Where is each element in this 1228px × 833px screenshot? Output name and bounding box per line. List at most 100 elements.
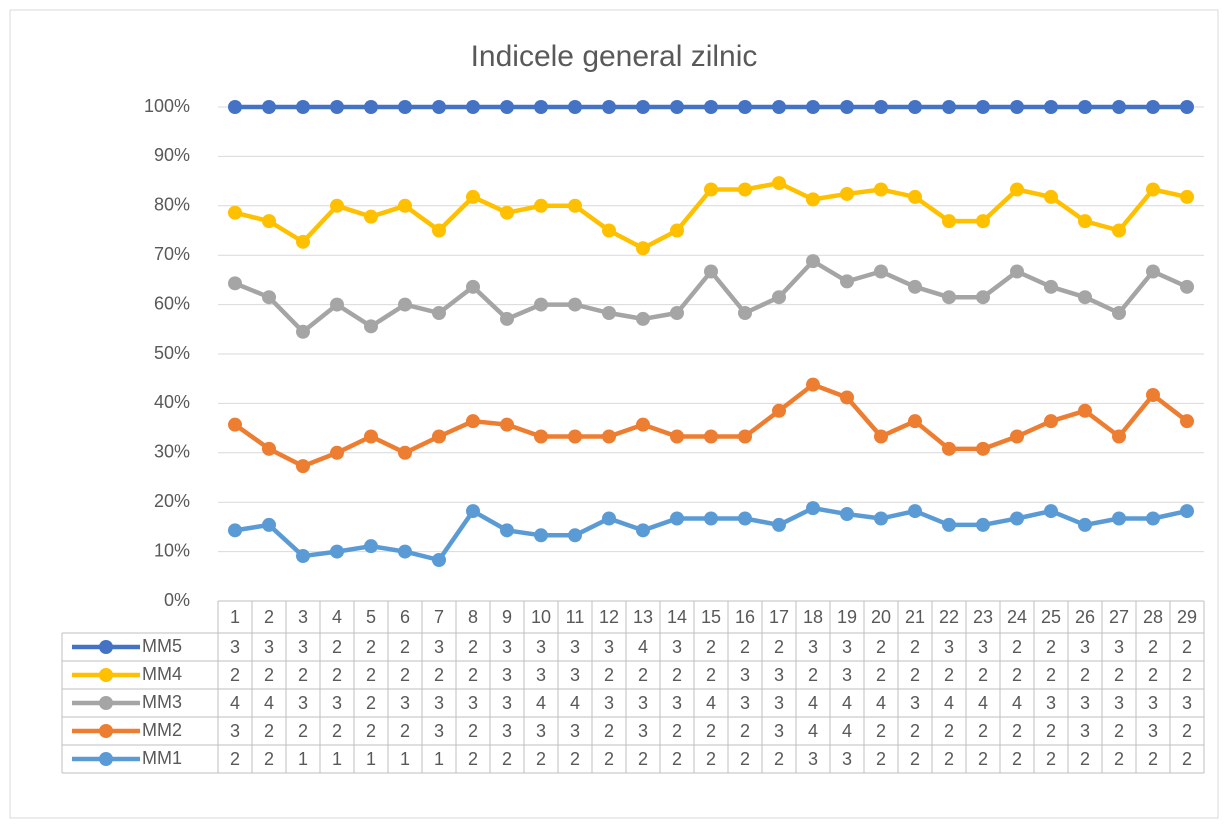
marker	[1044, 414, 1058, 429]
marker	[296, 549, 310, 564]
legend-label: MM2	[142, 720, 182, 740]
marker	[466, 414, 480, 429]
marker	[704, 511, 718, 526]
marker	[432, 429, 446, 444]
marker	[942, 214, 956, 229]
table-cell: 4	[1012, 693, 1022, 713]
marker	[908, 100, 922, 114]
marker	[1180, 279, 1194, 294]
table-cell: 2	[400, 721, 410, 741]
marker	[738, 305, 752, 320]
table-cell: 3	[774, 693, 784, 713]
table-cell: 2	[264, 665, 274, 685]
table-cell: 3	[536, 637, 546, 657]
marker	[806, 501, 820, 516]
y-tick-label: 20%	[154, 491, 190, 511]
table-cell: 2	[706, 721, 716, 741]
legend-label: MM5	[142, 636, 182, 656]
marker	[330, 544, 344, 559]
table-cell: 2	[978, 749, 988, 769]
marker	[534, 297, 548, 312]
table-cell: 2	[366, 693, 376, 713]
table-cell: 2	[332, 721, 342, 741]
marker	[568, 198, 582, 213]
x-tick-label: 5	[366, 607, 376, 627]
table-cell: 1	[400, 749, 410, 769]
marker	[1010, 511, 1024, 526]
marker	[500, 205, 514, 220]
marker	[942, 517, 956, 532]
marker	[534, 528, 548, 543]
legend-key	[99, 696, 113, 710]
x-tick-label: 6	[400, 607, 410, 627]
marker	[330, 445, 344, 460]
marker	[398, 198, 412, 213]
marker	[534, 100, 548, 114]
marker	[500, 523, 514, 538]
marker	[942, 290, 956, 305]
marker	[806, 254, 820, 269]
marker	[840, 507, 854, 522]
table-cell: 3	[910, 693, 920, 713]
x-tick-label: 24	[1007, 607, 1027, 627]
table-cell: 2	[1012, 721, 1022, 741]
table-cell: 3	[298, 637, 308, 657]
x-tick-label: 14	[667, 607, 687, 627]
table-cell: 3	[570, 637, 580, 657]
y-tick-label: 100%	[144, 96, 190, 116]
marker	[670, 511, 684, 526]
marker	[874, 511, 888, 526]
table-cell: 2	[434, 665, 444, 685]
table-cell: 4	[978, 693, 988, 713]
marker	[398, 297, 412, 312]
marker	[228, 276, 242, 291]
table-cell: 3	[740, 665, 750, 685]
marker	[874, 429, 888, 444]
marker	[976, 214, 990, 229]
marker	[602, 100, 616, 114]
marker	[364, 539, 378, 554]
table-cell: 2	[230, 665, 240, 685]
x-tick-label: 9	[502, 607, 512, 627]
marker	[330, 198, 344, 213]
marker	[1078, 100, 1092, 114]
table-cell: 2	[468, 665, 478, 685]
marker	[840, 100, 854, 114]
marker	[500, 417, 514, 432]
marker	[1112, 100, 1126, 114]
table-cell: 3	[672, 693, 682, 713]
marker	[1112, 429, 1126, 444]
table-cell: 3	[808, 749, 818, 769]
table-cell: 3	[740, 693, 750, 713]
table-cell: 4	[230, 693, 240, 713]
marker	[1112, 223, 1126, 238]
marker	[398, 544, 412, 559]
table-cell: 2	[774, 749, 784, 769]
marker	[296, 100, 310, 114]
marker	[466, 189, 480, 204]
table-cell: 4	[570, 693, 580, 713]
table-cell: 4	[876, 693, 886, 713]
table-cell: 3	[264, 637, 274, 657]
table-cell: 3	[978, 637, 988, 657]
table-cell: 2	[332, 637, 342, 657]
x-tick-label: 16	[735, 607, 755, 627]
table-cell: 2	[1046, 637, 1056, 657]
x-tick-label: 13	[633, 607, 653, 627]
table-cell: 3	[536, 665, 546, 685]
marker	[1044, 279, 1058, 294]
x-tick-label: 2	[264, 607, 274, 627]
marker	[1078, 290, 1092, 305]
table-cell: 4	[264, 693, 274, 713]
table-cell: 2	[1080, 749, 1090, 769]
marker	[636, 241, 650, 256]
table-cell: 2	[1114, 749, 1124, 769]
table-cell: 2	[468, 637, 478, 657]
table-cell: 2	[706, 665, 716, 685]
table-cell: 3	[604, 637, 614, 657]
x-tick-label: 25	[1041, 607, 1061, 627]
marker	[1010, 182, 1024, 197]
x-tick-label: 1	[230, 607, 240, 627]
marker	[602, 429, 616, 444]
table-cell: 4	[842, 693, 852, 713]
